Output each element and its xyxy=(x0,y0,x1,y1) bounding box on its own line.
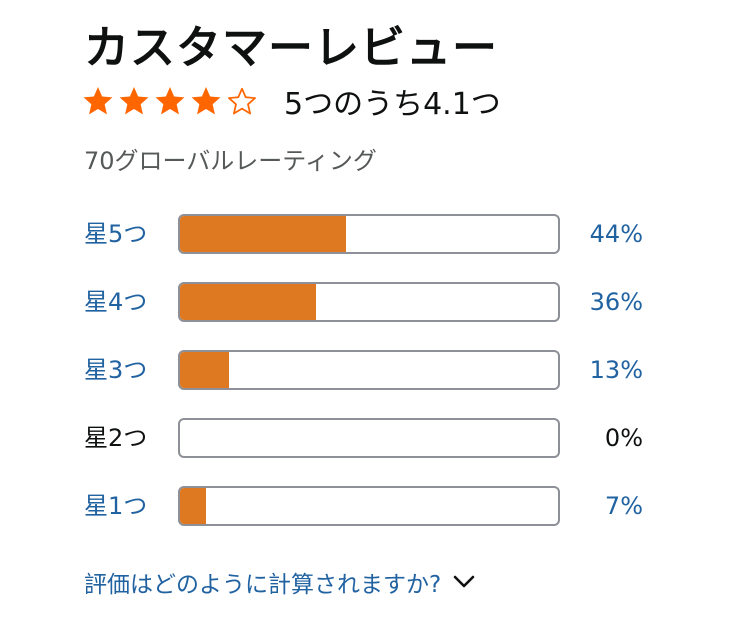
histogram-meter-fill xyxy=(180,352,230,388)
histogram-star-label[interactable]: 星1つ xyxy=(84,492,148,520)
rating-text: 5つのうち4.1つ xyxy=(284,87,501,122)
star-rating xyxy=(82,85,262,117)
histogram-row[interactable]: 星3つ 13% xyxy=(0,350,753,390)
histogram-meter[interactable] xyxy=(178,214,560,254)
histogram-star-label[interactable]: 星5つ xyxy=(84,220,148,248)
histogram-meter-fill xyxy=(180,488,207,524)
histogram-star-label[interactable]: 星4つ xyxy=(84,288,148,316)
average-rating[interactable]: 5つのうち4.1つ xyxy=(82,78,501,124)
histogram-row: 星2つ 0% xyxy=(0,418,753,458)
histogram-star-label: 星2つ xyxy=(84,424,148,452)
histogram-star-label[interactable]: 星3つ xyxy=(84,356,148,384)
star-filled-icon xyxy=(155,87,185,115)
star-filled-icon xyxy=(191,87,221,115)
histogram-row[interactable]: 星5つ 44% xyxy=(0,214,753,254)
histogram-percent[interactable]: 44% xyxy=(589,220,643,248)
histogram-percent[interactable]: 7% xyxy=(604,492,643,520)
histogram-meter xyxy=(178,418,560,458)
star-empty-icon xyxy=(228,87,256,115)
histogram-percent[interactable]: 13% xyxy=(589,356,643,384)
histogram-meter-fill xyxy=(180,216,347,252)
star-filled-icon xyxy=(83,87,113,115)
total-ratings-count: 70グローバルレーティング xyxy=(84,147,377,175)
histogram-meter-fill xyxy=(180,284,317,320)
chevron-down-icon xyxy=(453,575,475,588)
histogram-meter[interactable] xyxy=(178,486,560,526)
histogram-percent[interactable]: 36% xyxy=(589,288,643,316)
page-title: カスタマーレビュー xyxy=(84,21,499,74)
histogram-percent: 0% xyxy=(604,424,643,452)
how-calculated-text: 評価はどのように計算されますか? xyxy=(84,572,442,598)
histogram-row[interactable]: 星1つ 7% xyxy=(0,486,753,526)
star-filled-icon xyxy=(119,87,149,115)
histogram-meter[interactable] xyxy=(178,282,560,322)
histogram-meter[interactable] xyxy=(178,350,560,390)
histogram-row[interactable]: 星4つ 36% xyxy=(0,282,753,322)
how-calculated-link[interactable]: 評価はどのように計算されますか? xyxy=(84,562,475,602)
